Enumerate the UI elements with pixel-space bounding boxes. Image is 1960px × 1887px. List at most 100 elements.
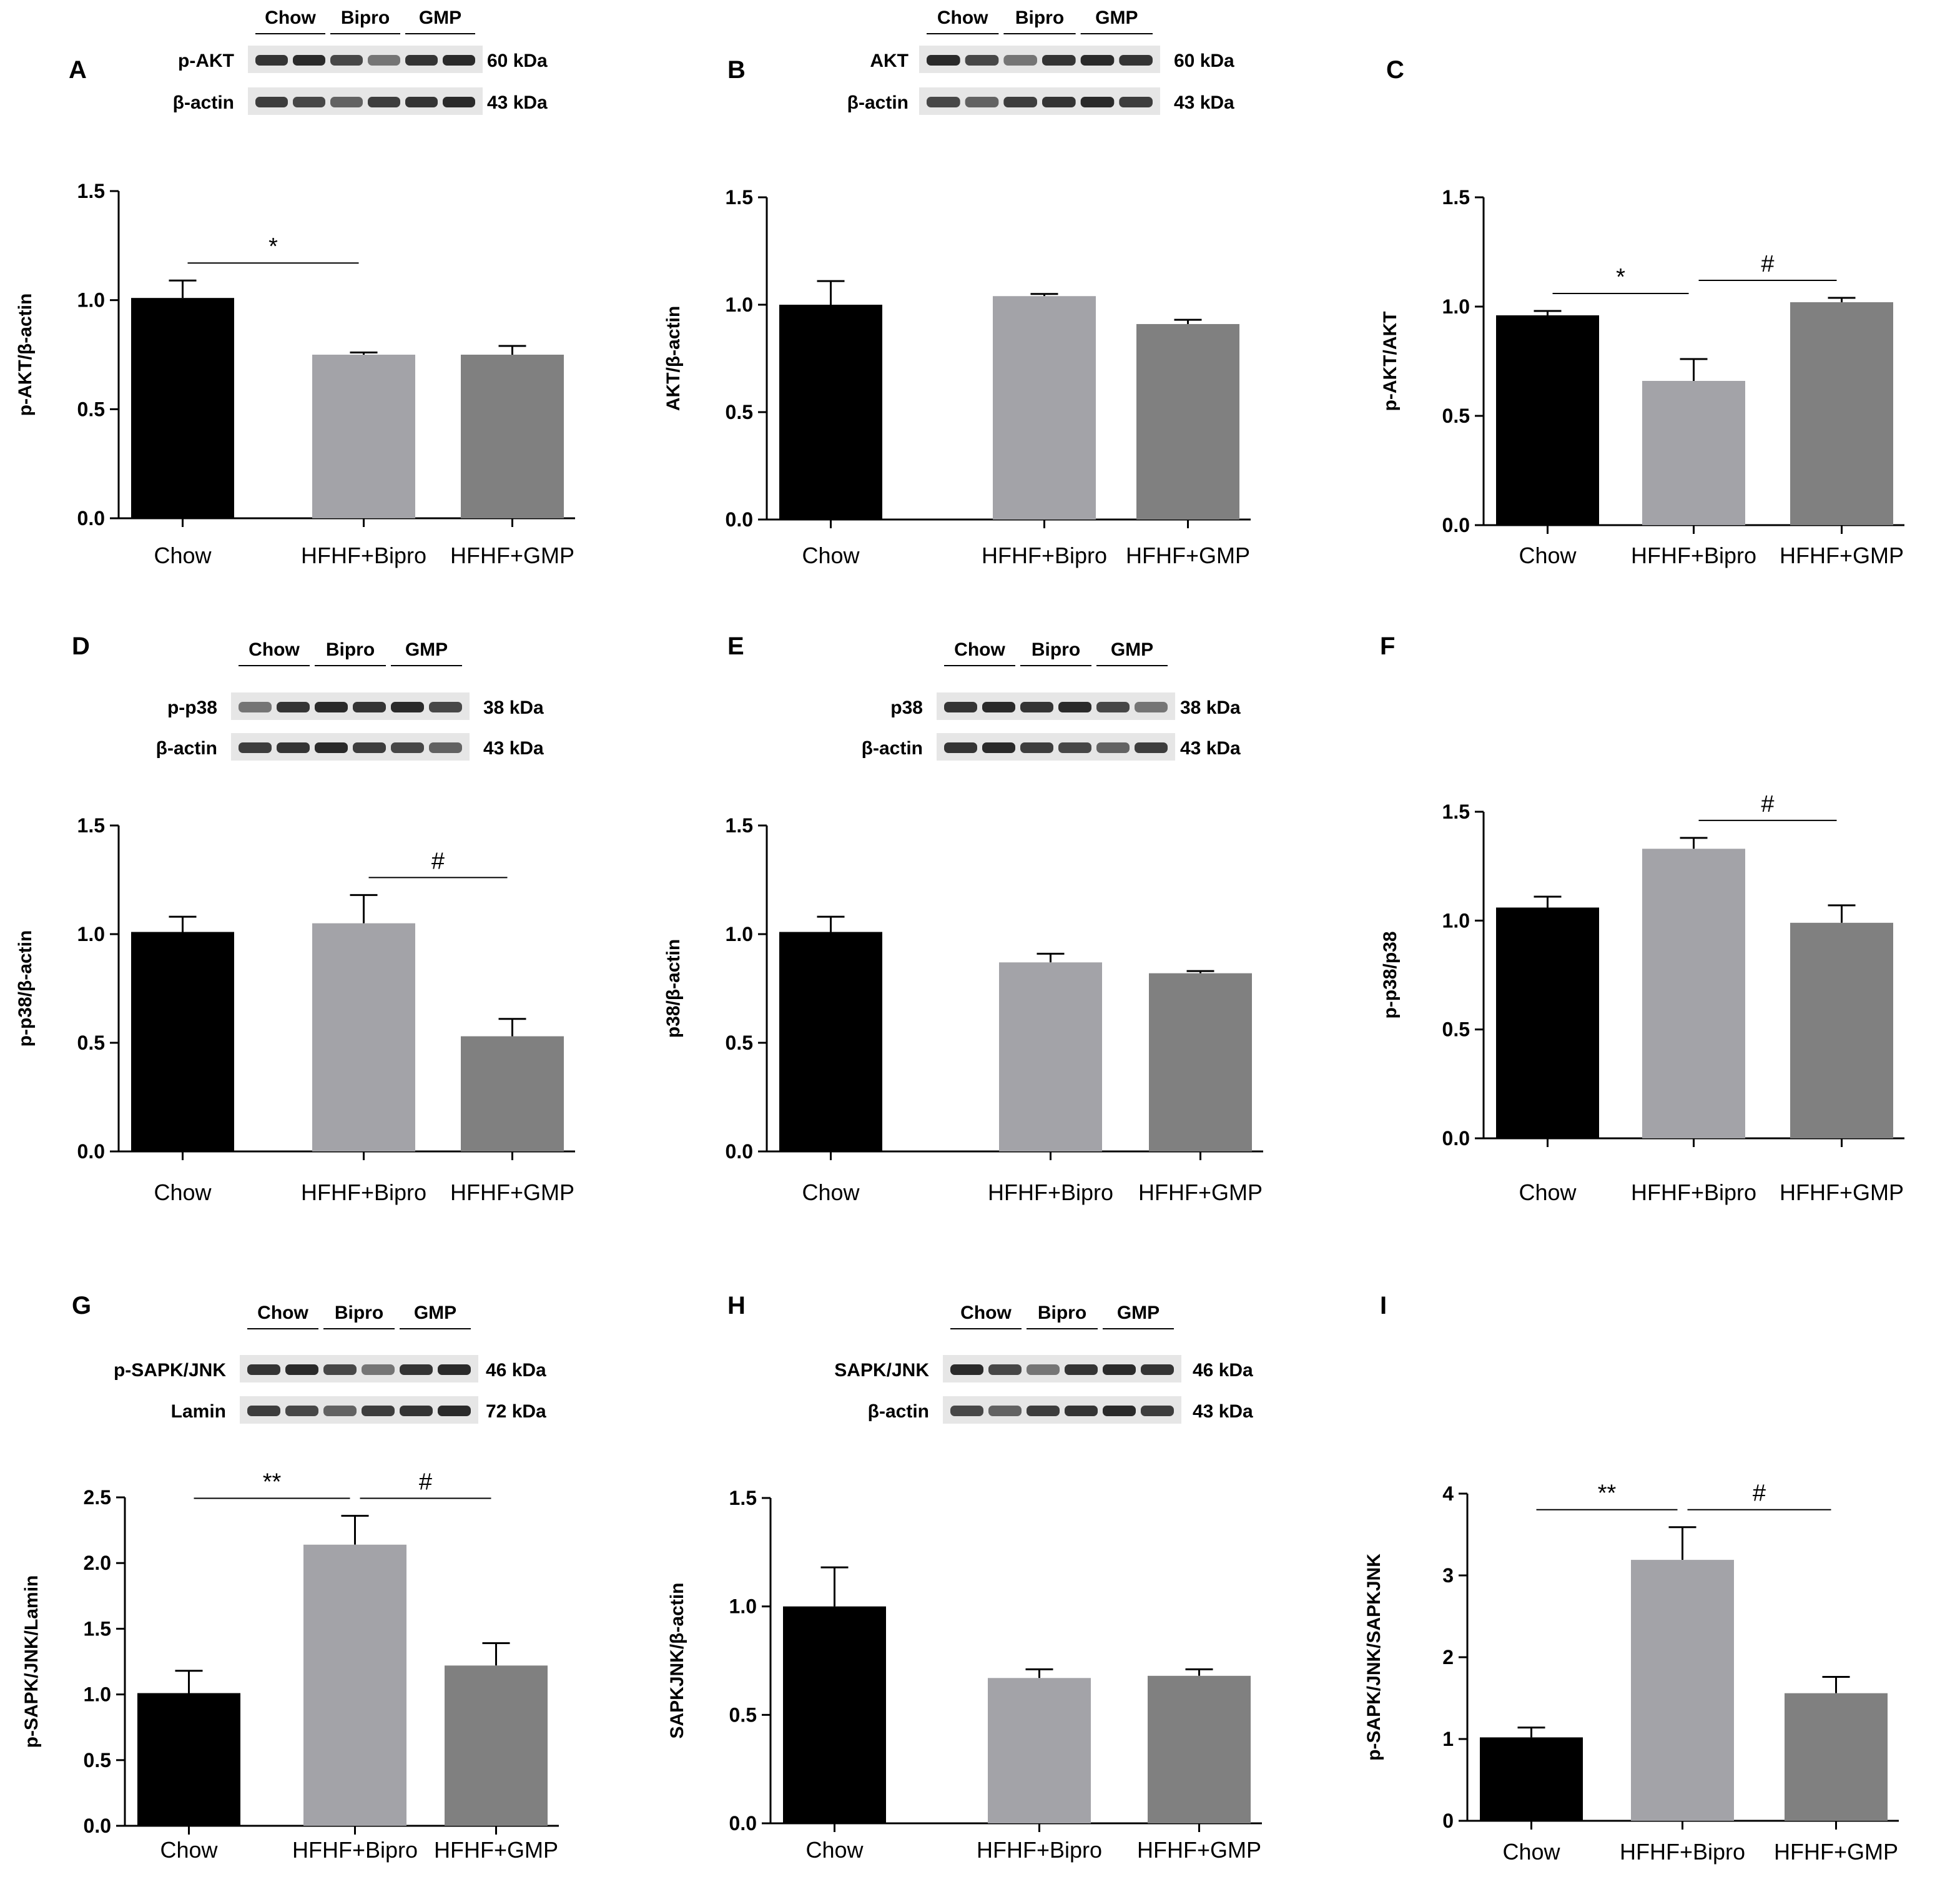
bar-hfhf-gmp — [445, 1665, 548, 1826]
blot-band — [988, 1406, 1022, 1416]
blot-band — [1141, 1406, 1174, 1416]
blot-band — [988, 1364, 1022, 1375]
y-tick-label: 0.5 — [77, 398, 105, 420]
category-label: HFHF+Bipro — [1620, 1839, 1745, 1865]
y-tick-label: 0.0 — [726, 508, 753, 531]
blot-protein-label: SAPK/JNK — [834, 1360, 929, 1381]
blot-group-label: Bipro — [341, 7, 390, 28]
blot-group-label: GMP — [1117, 1303, 1160, 1323]
category-label: HFHF+Bipro — [1631, 543, 1756, 568]
bar-hfhf-gmp — [1148, 1675, 1251, 1823]
y-tick-label: 1.5 — [1442, 186, 1470, 209]
y-tick-label: 0.5 — [726, 1032, 753, 1054]
panel-d: D Chow Bipro GMP p-p38 38 kDa β-actin 43 kDa 0.0… — [15, 633, 575, 1205]
blot-protein-label: β-actin — [862, 738, 923, 759]
category-label: HFHF+Bipro — [977, 1837, 1102, 1863]
y-tick-label: 1.5 — [77, 814, 105, 837]
y-tick-label: 0.0 — [726, 1140, 753, 1163]
blot-band — [982, 742, 1015, 753]
blot-band — [1003, 97, 1037, 107]
panel-a: A Chow Bipro GMP p-AKT 60 kDa β-actin 43 kDa 0.0… — [15, 7, 575, 568]
y-tick-label: 0.5 — [1442, 1018, 1470, 1041]
panel-letter: F — [1380, 633, 1395, 660]
y-axis-label: p-SAPK/JNK/SAPKJNK — [1364, 1554, 1384, 1761]
blot-group-label: Bipro — [326, 639, 375, 660]
blot-group-label: GMP — [1111, 639, 1153, 660]
panel-c: C 0.0 0.5 1.0 1.5 p-AKT/AKT Chow HFHF+Bipro HFHF… — [1380, 56, 1904, 568]
panel-letter: E — [727, 633, 744, 660]
y-axis-label: p-p38/β-actin — [15, 930, 36, 1047]
category-label: Chow — [1502, 1839, 1560, 1865]
blot-band — [1135, 702, 1168, 712]
blot-group-label: GMP — [414, 1303, 456, 1323]
blot-band — [285, 1364, 318, 1375]
blot-band — [368, 55, 400, 66]
blot-size-label: 43 kDa — [1174, 92, 1234, 113]
y-tick-label: 0.5 — [726, 401, 753, 423]
blot-size-label: 43 kDa — [1193, 1401, 1253, 1422]
category-label: HFHF+Bipro — [292, 1837, 418, 1863]
blot-size-label: 43 kDa — [483, 738, 544, 759]
blot-protein-label: p38 — [890, 697, 923, 718]
category-label: HFHF+GMP — [1780, 1180, 1904, 1205]
blot-size-label: 46 kDa — [1193, 1360, 1253, 1381]
y-tick-label: 1.0 — [1442, 295, 1470, 318]
blot-group-label: Chow — [249, 639, 300, 660]
blot-band — [293, 55, 325, 66]
blot-band — [391, 702, 424, 712]
blot-band — [1058, 742, 1091, 753]
panel-letter: D — [72, 633, 90, 660]
blot-band — [391, 742, 424, 753]
y-axis-label: p38/β-actin — [663, 939, 684, 1038]
blot-band — [362, 1406, 395, 1416]
blot-band — [247, 1364, 280, 1375]
blot-band — [368, 97, 400, 107]
category-label: HFHF+Bipro — [301, 1180, 426, 1205]
y-axis-label: p-AKT/β-actin — [15, 293, 36, 416]
y-tick-label: 0.0 — [1442, 1127, 1470, 1150]
category-label: Chow — [154, 1180, 212, 1205]
panel-letter: C — [1386, 56, 1404, 84]
bar-hfhf-gmp — [1790, 922, 1893, 1138]
bar-chow — [779, 305, 882, 520]
blot-band — [239, 702, 272, 712]
y-tick-label: 1.0 — [726, 923, 753, 945]
blot-band — [950, 1364, 983, 1375]
western-blot: Chow Bipro GMP p-AKT 60 kDa β-actin 43 kDa — [173, 7, 548, 115]
blot-band — [438, 1406, 471, 1416]
category-label: Chow — [160, 1837, 218, 1863]
bar-chow — [1496, 907, 1599, 1138]
category-label: HFHF+GMP — [1780, 543, 1904, 568]
category-label: HFHF+Bipro — [982, 543, 1107, 568]
blot-band — [1096, 702, 1130, 712]
y-tick-label: 1.5 — [729, 1487, 757, 1509]
blot-band — [1135, 742, 1168, 753]
bar-hfhf-bipro — [303, 1544, 406, 1826]
y-axis-label: p-AKT/AKT — [1380, 312, 1401, 411]
blot-band — [443, 97, 475, 107]
category-label: HFHF+GMP — [450, 1180, 574, 1205]
blot-band — [927, 97, 960, 107]
y-tick-label: 1.0 — [84, 1683, 111, 1706]
significance-mark: # — [1761, 791, 1774, 817]
blot-group-label: GMP — [1095, 7, 1138, 28]
blot-band — [239, 742, 272, 753]
blot-group-label: Chow — [954, 639, 1005, 660]
bar-hfhf-bipro — [988, 1678, 1091, 1823]
bar-hfhf-bipro — [1642, 381, 1745, 525]
bar-chow — [131, 932, 234, 1151]
category-label: HFHF+GMP — [434, 1837, 558, 1863]
category-label: HFHF+GMP — [1137, 1837, 1261, 1863]
blot-group-label: Chow — [960, 1303, 1012, 1323]
blot-protein-label: β-actin — [156, 738, 217, 759]
blot-band — [1020, 742, 1053, 753]
blot-band — [443, 55, 475, 66]
blot-band — [1119, 97, 1153, 107]
blot-band — [247, 1406, 280, 1416]
blot-band — [315, 702, 348, 712]
blot-band — [944, 702, 977, 712]
panel-g: G Chow Bipro GMP p-SAPK/JNK 46 kDa Lamin 72 kDa… — [21, 1292, 559, 1863]
y-tick-label: 1.5 — [726, 814, 753, 837]
y-tick-label: 0.0 — [77, 507, 105, 530]
blot-band — [330, 55, 363, 66]
